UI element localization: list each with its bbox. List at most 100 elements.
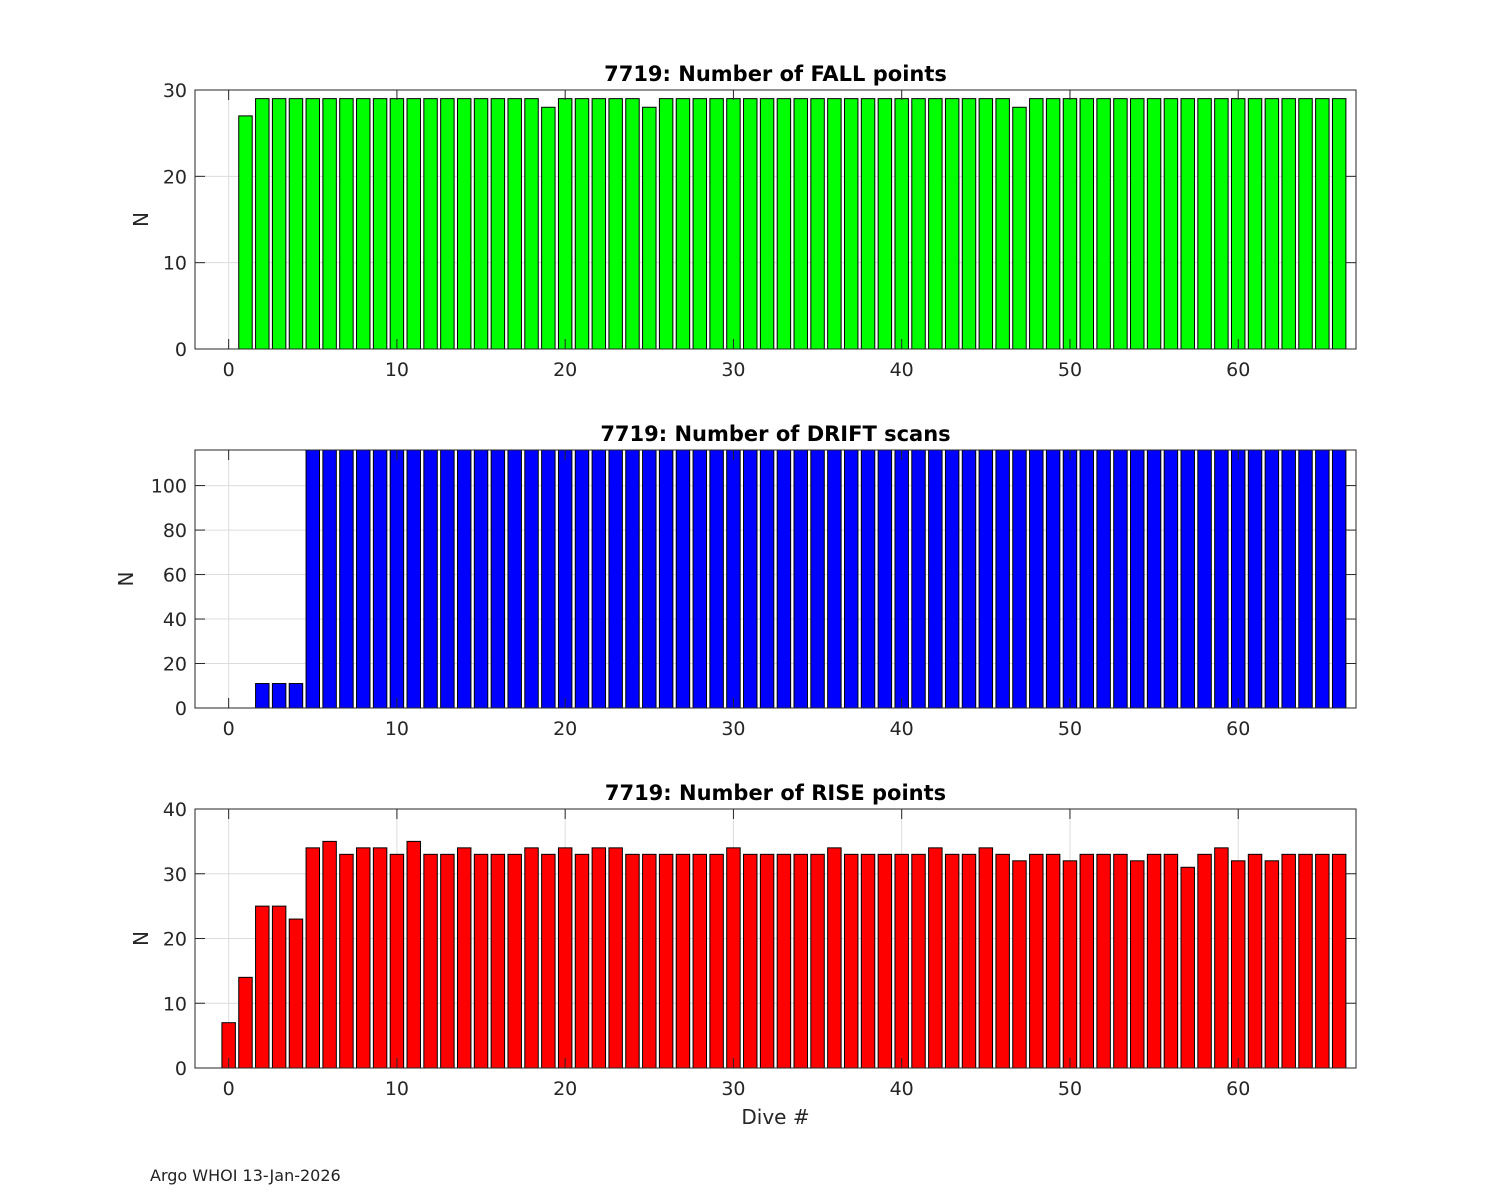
bar: [541, 450, 556, 708]
bar: [507, 98, 522, 349]
bar: [1331, 98, 1347, 349]
bar: [255, 905, 270, 1068]
bar: [692, 450, 708, 708]
y-axis-label: N: [129, 212, 153, 227]
bar: [877, 853, 893, 1068]
bar: [557, 847, 573, 1068]
bar: [423, 853, 438, 1068]
bar: [322, 840, 337, 1068]
bar: [591, 98, 607, 349]
bar: [305, 98, 321, 349]
x-tick-label: 50: [1058, 359, 1082, 381]
bar: [928, 450, 943, 708]
bar: [928, 98, 943, 349]
bar: [894, 450, 909, 708]
bar: [709, 450, 724, 708]
bar: [473, 853, 489, 1068]
bar: [574, 450, 590, 708]
y-tick-label: 40: [163, 799, 187, 821]
bar: [1331, 853, 1347, 1068]
bar: [456, 450, 472, 708]
x-tick-label: 0: [223, 359, 235, 381]
bar: [1180, 866, 1195, 1068]
x-tick-label: 40: [890, 359, 914, 381]
bar: [1062, 860, 1078, 1068]
bar: [288, 918, 304, 1068]
bar: [440, 853, 455, 1068]
bar: [1029, 450, 1044, 708]
bar: [894, 853, 909, 1068]
bar: [473, 98, 489, 349]
bar: [372, 450, 388, 708]
bar: [1146, 450, 1162, 708]
bar: [961, 853, 977, 1068]
bar: [995, 98, 1010, 349]
bar: [860, 853, 876, 1068]
bar: [776, 853, 792, 1068]
bar: [759, 450, 775, 708]
bar-series: [204, 450, 1347, 708]
bar: [1230, 860, 1246, 1068]
x-tick-label: 20: [553, 718, 577, 740]
bar: [490, 853, 506, 1068]
bar: [608, 450, 623, 708]
bar: [288, 98, 304, 349]
plot-area: [195, 90, 1356, 349]
bar: [1230, 98, 1246, 349]
bar: [759, 98, 775, 349]
bar: [1146, 853, 1162, 1068]
bar: [692, 853, 708, 1068]
bar: [389, 450, 405, 708]
bar: [406, 98, 421, 349]
bar: [658, 98, 674, 349]
bar: [793, 450, 808, 708]
bar: [372, 98, 388, 349]
bar: [1298, 450, 1313, 708]
bar: [642, 853, 657, 1068]
bar: [1113, 98, 1128, 349]
bar: [944, 450, 960, 708]
y-tick-label: 20: [163, 654, 187, 676]
bar: [1130, 98, 1145, 349]
bar: [1331, 450, 1347, 708]
bar: [642, 450, 657, 708]
bar: [456, 98, 472, 349]
y-tick-label: 0: [175, 339, 187, 361]
bar: [675, 853, 691, 1068]
y-tick-label: 20: [163, 166, 187, 188]
chart-panel-2: 0 10 20 30 40 50 60 0 20 40 60 80 100 7719: Number of…: [114, 422, 1357, 740]
bar: [557, 450, 573, 708]
bar: [389, 853, 405, 1068]
x-tick-label: 30: [721, 1078, 745, 1100]
bar: [1281, 853, 1296, 1068]
bar: [810, 98, 825, 349]
bar: [440, 98, 455, 349]
bar: [894, 98, 909, 349]
bar: [1247, 853, 1263, 1068]
bar: [1045, 98, 1061, 349]
bar: [709, 98, 724, 349]
x-tick-label: 10: [385, 1078, 409, 1100]
bar: [524, 450, 539, 708]
x-tick-label: 10: [385, 359, 409, 381]
bar: [928, 847, 943, 1068]
bar: [625, 98, 640, 349]
bar: [423, 450, 438, 708]
bar: [1197, 450, 1212, 708]
bar: [843, 450, 859, 708]
bar: [356, 98, 371, 349]
bar: [490, 450, 506, 708]
x-tick-label: 50: [1058, 718, 1082, 740]
bar: [339, 98, 354, 349]
y-tick-label: 10: [163, 993, 187, 1015]
bar: [1197, 853, 1212, 1068]
bar: [1298, 853, 1313, 1068]
bar: [339, 853, 354, 1068]
x-tick-label: 0: [223, 718, 235, 740]
bar: [658, 853, 674, 1068]
bar: [1029, 853, 1044, 1068]
x-tick-label: 30: [721, 359, 745, 381]
bar: [541, 853, 556, 1068]
bar: [1062, 98, 1078, 349]
